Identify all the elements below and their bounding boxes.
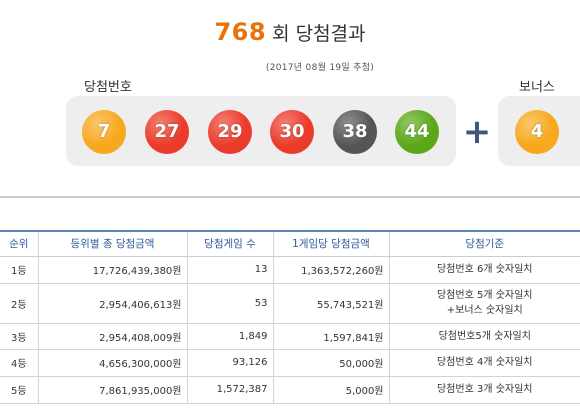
section-divider	[0, 196, 580, 198]
table-row: 3등 2,954,408,009원 1,849 1,597,841원 당첨번호5…	[0, 323, 580, 350]
prize-table: 순위 등위별 총 당첨금액 당첨게임 수 1게임당 당첨금액 당첨기준 1등 1…	[0, 230, 580, 404]
criteria-line: 당첨번호5개 숫자일치	[438, 330, 531, 342]
table-row: 5등 7,861,935,000원 1,572,387 5,000원 당첨번호 …	[0, 376, 580, 404]
winning-ball-3: 29	[208, 110, 252, 154]
header-rank: 순위	[0, 230, 38, 257]
winning-games-cell: 1,849	[186, 323, 273, 350]
criteria-line: 당첨번호 4개 숫자일치	[436, 357, 533, 368]
winning-games-cell: 93,126	[186, 349, 273, 377]
rank-cell: 1등	[0, 256, 38, 284]
total-prize-cell: 7,861,935,000원	[37, 376, 187, 404]
table-row: 1등 17,726,439,380원 13 1,363,572,260원 당첨번…	[0, 256, 580, 284]
winning-ball-6: 44	[395, 110, 439, 154]
criteria-cell: 당첨번호 6개 숫자일치	[388, 256, 580, 284]
total-prize-cell: 2,954,408,009원	[37, 323, 187, 350]
round-number: 768	[214, 18, 267, 46]
rank-cell: 5등	[0, 376, 38, 404]
title-suffix: 회 당첨결과	[272, 23, 366, 45]
prize-per-game-cell: 5,000원	[272, 376, 389, 404]
criteria-cell: 당첨번호5개 숫자일치	[388, 323, 580, 350]
draw-date: (2017년 08월 19일 추첨)	[265, 63, 375, 73]
table-row: 2등 2,954,406,613원 53 55,743,521원 당첨번호 5개…	[0, 283, 580, 324]
rank-cell: 3등	[0, 323, 38, 350]
header-criteria: 당첨기준	[388, 230, 580, 257]
table-row: 4등 4,656,300,000원 93,126 50,000원 당첨번호 4개…	[0, 349, 580, 377]
winning-numbers-label: 당첨번호	[84, 80, 132, 95]
winning-games-cell: 13	[186, 256, 273, 284]
prize-per-game-cell: 55,743,521원	[272, 283, 389, 324]
winning-ball-1: 7	[82, 110, 126, 154]
total-prize-cell: 4,656,300,000원	[37, 349, 187, 377]
rank-cell: 4등	[0, 349, 38, 377]
page-title: 768 회 당첨결과	[0, 18, 580, 46]
criteria-cell: 당첨번호 3개 숫자일치	[388, 376, 580, 404]
criteria-cell: 당첨번호 5개 숫자일치 +보너스 숫자일치	[388, 283, 580, 324]
criteria-line: 당첨번호 3개 숫자일치	[436, 384, 533, 395]
winning-ball-5: 38	[333, 110, 377, 154]
total-prize-cell: 2,954,406,613원	[37, 283, 187, 324]
plus-icon: +	[462, 112, 492, 152]
criteria-line: +보너스 숫자일치	[446, 305, 523, 316]
bonus-ball: 4	[515, 110, 559, 154]
bonus-label: 보너스	[519, 80, 555, 95]
prize-per-game-cell: 1,363,572,260원	[272, 256, 389, 284]
winning-ball-2: 27	[145, 110, 189, 154]
prize-per-game-cell: 1,597,841원	[272, 323, 389, 350]
table-header-row: 순위 등위별 총 당첨금액 당첨게임 수 1게임당 당첨금액 당첨기준	[0, 230, 580, 257]
winning-games-cell: 1,572,387	[186, 376, 273, 404]
total-prize-cell: 17,726,439,380원	[37, 256, 187, 284]
criteria-cell: 당첨번호 4개 숫자일치	[388, 349, 580, 377]
prize-per-game-cell: 50,000원	[272, 349, 389, 377]
header-prize-per-game: 1게임당 당첨금액	[272, 230, 389, 257]
winning-numbers-box	[66, 96, 456, 166]
winning-games-cell: 53	[186, 283, 273, 324]
header-total-prize: 등위별 총 당첨금액	[37, 230, 187, 257]
header-winning-games: 당첨게임 수	[186, 230, 273, 257]
winning-ball-4: 30	[270, 110, 314, 154]
criteria-line: 당첨번호 6개 숫자일치	[436, 264, 533, 275]
rank-cell: 2등	[0, 283, 38, 324]
criteria-line: 당첨번호 5개 숫자일치	[436, 290, 533, 301]
